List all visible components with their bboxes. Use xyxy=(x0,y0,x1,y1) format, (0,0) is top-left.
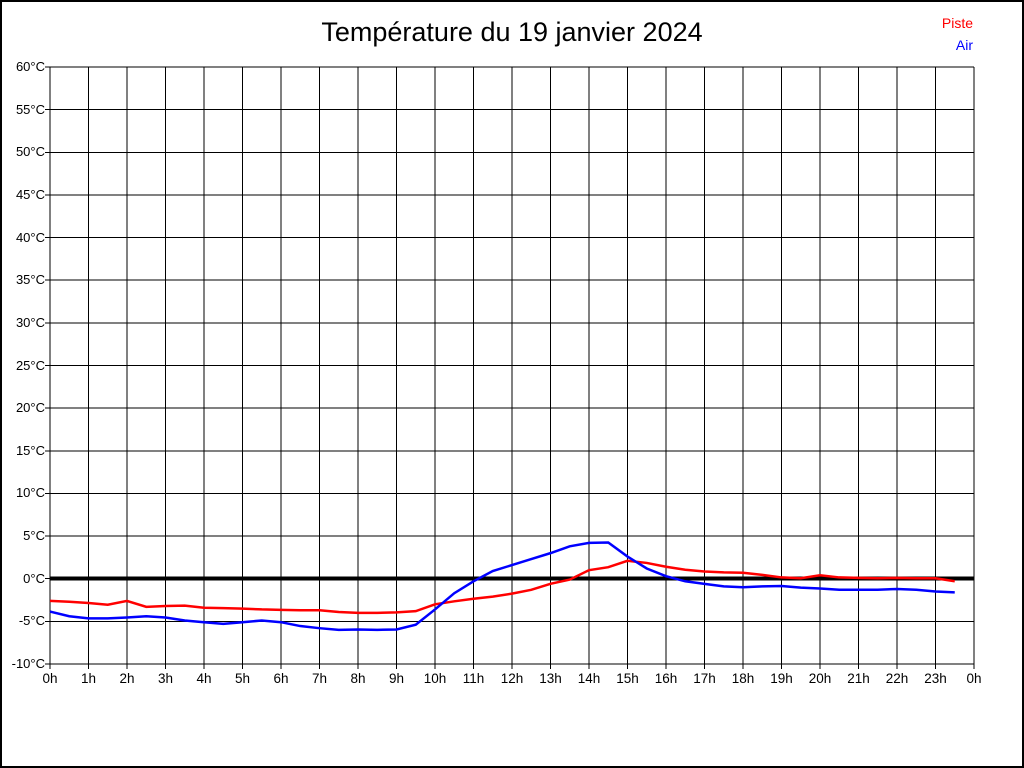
chart-title: Température du 19 janvier 2024 xyxy=(321,17,703,47)
legend-label-air: Air xyxy=(955,37,973,53)
x-axis-label: 13h xyxy=(539,671,562,686)
x-axis-label: 5h xyxy=(234,671,251,686)
piste-line xyxy=(49,559,955,615)
y-axis-label: 20°C xyxy=(15,400,45,416)
chart-legend: Piste Air xyxy=(942,12,973,56)
x-axis-label: 6h xyxy=(273,671,289,686)
y-axis-label: 55°C xyxy=(15,101,45,117)
y-axis-label: 15°C xyxy=(15,442,45,458)
x-axis-label: 12h xyxy=(500,671,524,686)
y-axis-label: 35°C xyxy=(15,272,45,288)
x-axis-label: 9h xyxy=(388,671,405,686)
y-axis-label: 40°C xyxy=(15,229,45,245)
y-axis-label: 10°C xyxy=(15,485,45,501)
air-line xyxy=(49,541,955,632)
x-axis-label: 1h xyxy=(80,671,97,686)
x-axis-label: 4h xyxy=(196,671,212,686)
x-axis-label: 0h xyxy=(42,671,58,686)
x-axis-label: 2h xyxy=(119,671,135,686)
x-axis-label: 15h xyxy=(616,671,639,686)
y-axis-label: 25°C xyxy=(15,357,45,373)
y-axis-label: 60°C xyxy=(15,59,45,74)
x-axis-label: 19h xyxy=(770,671,793,686)
x-axis-label: 8h xyxy=(350,671,366,686)
y-axis-label: -5°C xyxy=(18,613,45,629)
y-axis-label: 0°C xyxy=(23,570,45,586)
x-axis-label: 14h xyxy=(577,671,601,686)
x-axis-label: 22h xyxy=(885,671,909,686)
x-axis-label: 18h xyxy=(731,671,755,686)
x-axis-label: 11h xyxy=(462,671,485,686)
x-axis-label: 20h xyxy=(808,671,832,686)
y-axis-label: 50°C xyxy=(15,144,45,160)
x-axis-label: 17h xyxy=(693,671,716,686)
legend-item-piste: Piste xyxy=(942,12,973,34)
y-axis-label: -10°C xyxy=(11,656,45,671)
x-axis-label: 21h xyxy=(847,671,870,686)
y-axis-label: 45°C xyxy=(15,186,45,202)
x-axis-label: 7h xyxy=(311,671,328,686)
x-axis-label: 16h xyxy=(654,671,678,686)
legend-item-air: Air xyxy=(942,34,973,56)
y-axis-label: 5°C xyxy=(23,528,45,544)
x-axis-label: 10h xyxy=(423,671,447,686)
legend-label-piste: Piste xyxy=(941,15,973,31)
x-axis-label: 0h xyxy=(966,671,982,686)
x-axis-label: 23h xyxy=(924,671,947,686)
x-axis-label: 3h xyxy=(157,671,174,686)
y-axis-label: 30°C xyxy=(15,314,45,330)
